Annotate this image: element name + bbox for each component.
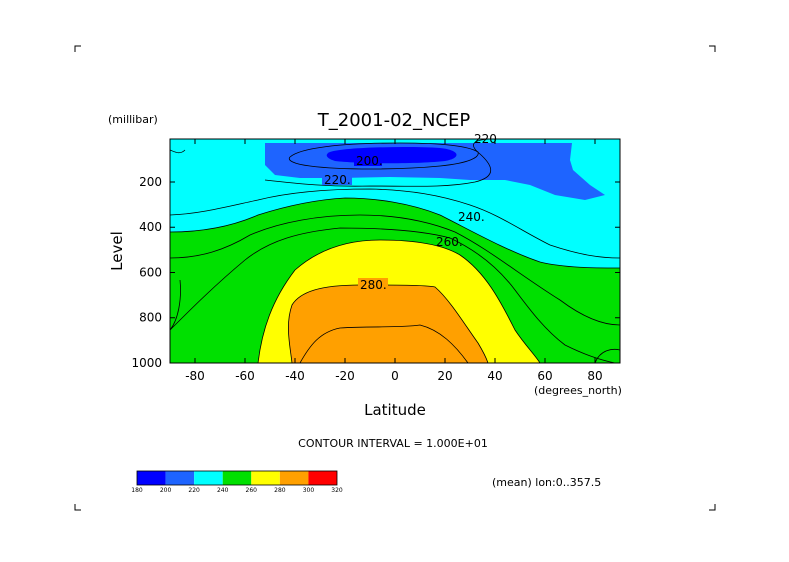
contour-label-260: 260.	[436, 235, 463, 249]
crop-marks	[74, 45, 716, 511]
x-tick-label: -60	[235, 369, 255, 383]
x-tick-label: -80	[185, 369, 205, 383]
contour-interval-text: CONTOUR INTERVAL = 1.000E+01	[298, 437, 488, 450]
x-tick-label: -40	[285, 369, 305, 383]
colorbar-frame	[136, 470, 338, 486]
y-units-label: (millibar)	[108, 113, 158, 126]
x-tick-label: 60	[537, 369, 552, 383]
contour-line-250	[170, 214, 620, 326]
colorbar-swatch	[251, 471, 280, 485]
x-axis-ticks: -80 -60 -40 -20 0 20 40 60 80	[185, 139, 603, 383]
contour-label-240: 240.	[458, 210, 485, 224]
chart-title: T_2001-02_NCEP	[317, 110, 471, 131]
contour-line-290	[299, 324, 469, 363]
colorbar-tick-label: 200	[160, 487, 172, 494]
contour-fills	[170, 139, 620, 363]
fill-orange-region	[288, 285, 488, 363]
y-tick-label: 600	[139, 265, 162, 279]
colorbar-swatch	[165, 471, 195, 485]
colorbar-swatch	[279, 471, 309, 485]
y-tick-label: 200	[139, 175, 162, 189]
colorbar-tick-label: 280	[274, 487, 286, 494]
contour-lines	[170, 139, 620, 363]
contour-line-260	[170, 227, 616, 363]
y-tick-label: 400	[139, 220, 162, 234]
contour-line-top-edge	[170, 149, 186, 154]
contour-label-280: 280.	[360, 278, 387, 292]
y-axis-title: Level	[108, 231, 126, 271]
y-axis-ticks: 1000 800 600 400 200	[131, 175, 620, 370]
colorbar-swatch	[222, 471, 252, 485]
colorbar-tick-label: 300	[303, 487, 315, 494]
contour-line-240-upper	[170, 188, 620, 259]
x-units-label: (degrees_north)	[534, 384, 622, 397]
colorbar-tick-label: 240	[217, 487, 229, 494]
x-tick-label: 80	[587, 369, 602, 383]
x-axis-title: Latitude	[364, 401, 426, 419]
y-tick-label: 1000	[131, 356, 162, 370]
y-tick-label: 800	[139, 311, 162, 325]
contour-label-200: 200.	[356, 154, 383, 168]
contour-line-240	[170, 197, 620, 269]
x-tick-label: 40	[487, 369, 502, 383]
contour-line-270	[257, 239, 541, 363]
colorbar: 180 200 220 240 260 280 300 320	[131, 470, 343, 494]
colorbar-swatch	[194, 471, 223, 485]
colorbar-tick-label: 260	[246, 487, 258, 494]
colorbar-tick-label: 220	[188, 487, 200, 494]
colorbar-swatch	[137, 471, 166, 485]
x-tick-label: 20	[437, 369, 452, 383]
contour-line-200	[288, 142, 479, 170]
colorbar-tick-label: 180	[131, 487, 143, 494]
colorbar-swatch	[308, 471, 337, 485]
mean-longitude-text: (mean) lon:0..357.5	[492, 476, 601, 489]
contour-line-edge-right	[594, 348, 620, 363]
contour-line-280	[287, 284, 489, 363]
colorbar-tick-label: 320	[331, 487, 343, 494]
contour-line-220	[264, 139, 492, 187]
x-tick-label: 0	[391, 369, 399, 383]
contour-line-edge-left	[170, 279, 181, 331]
fill-deep-blue-region	[326, 147, 457, 164]
contour-label-220: 220.	[324, 173, 351, 187]
x-tick-label: -20	[335, 369, 355, 383]
